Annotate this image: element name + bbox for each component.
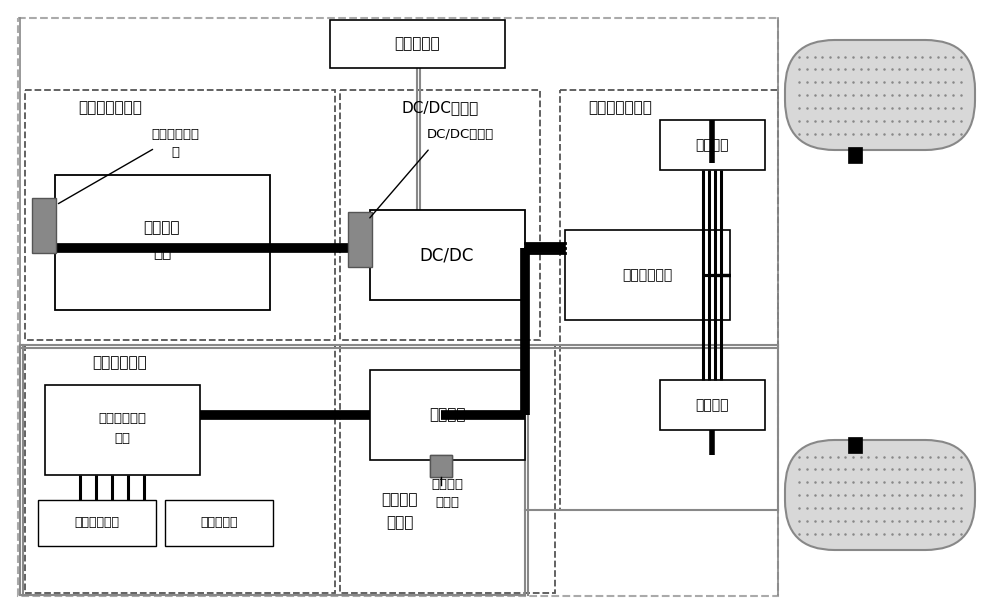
Bar <box>848 437 862 453</box>
Text: 燃料电池子系统: 燃料电池子系统 <box>78 100 142 115</box>
Text: 动力电池: 动力电池 <box>429 408 465 422</box>
Bar <box>165 500 273 546</box>
Text: 系统: 系统 <box>153 246 171 260</box>
Text: 动力电池: 动力电池 <box>382 492 418 508</box>
Text: 电附件集成控: 电附件集成控 <box>98 411 146 425</box>
Bar <box>45 385 200 475</box>
Bar <box>430 455 452 477</box>
Text: 器: 器 <box>171 145 179 158</box>
Bar <box>25 90 335 340</box>
Text: 双电机控制器: 双电机控制器 <box>622 268 672 282</box>
Text: 驱动电机: 驱动电机 <box>695 138 729 152</box>
Bar <box>560 90 778 510</box>
Text: 燃料电池控制: 燃料电池控制 <box>151 128 199 142</box>
Bar <box>330 20 505 68</box>
Bar <box>848 147 862 163</box>
Text: 电附件子系统: 电附件子系统 <box>93 356 147 370</box>
FancyBboxPatch shape <box>785 40 975 150</box>
Bar <box>18 18 778 596</box>
Text: 制器: 制器 <box>114 431 130 444</box>
Text: 电动空压机: 电动空压机 <box>200 516 238 530</box>
Bar <box>32 198 56 253</box>
Text: 子系统: 子系统 <box>386 516 414 530</box>
Bar <box>25 345 335 593</box>
Bar <box>370 210 525 300</box>
Bar <box>430 455 452 477</box>
Text: DC/DC子系统: DC/DC子系统 <box>401 100 479 115</box>
Bar <box>660 380 765 430</box>
Text: 电动助力转向: 电动助力转向 <box>74 516 120 530</box>
Text: 驱动电机: 驱动电机 <box>695 398 729 412</box>
Bar <box>340 90 540 340</box>
Bar <box>565 230 730 320</box>
Text: 整车控制器: 整车控制器 <box>394 37 440 51</box>
Bar <box>370 370 525 460</box>
Text: 动力电池: 动力电池 <box>431 478 463 491</box>
FancyBboxPatch shape <box>785 440 975 550</box>
Bar <box>660 120 765 170</box>
Bar <box>340 345 555 593</box>
Text: DC/DC控制器: DC/DC控制器 <box>426 128 494 142</box>
Bar <box>348 212 372 267</box>
Bar <box>55 175 270 310</box>
Text: DC/DC: DC/DC <box>420 246 474 264</box>
Text: 燃料电池: 燃料电池 <box>144 221 180 235</box>
Text: 控制器: 控制器 <box>435 496 459 508</box>
Bar <box>38 500 156 546</box>
Text: 驱动电机子系统: 驱动电机子系统 <box>588 100 652 115</box>
